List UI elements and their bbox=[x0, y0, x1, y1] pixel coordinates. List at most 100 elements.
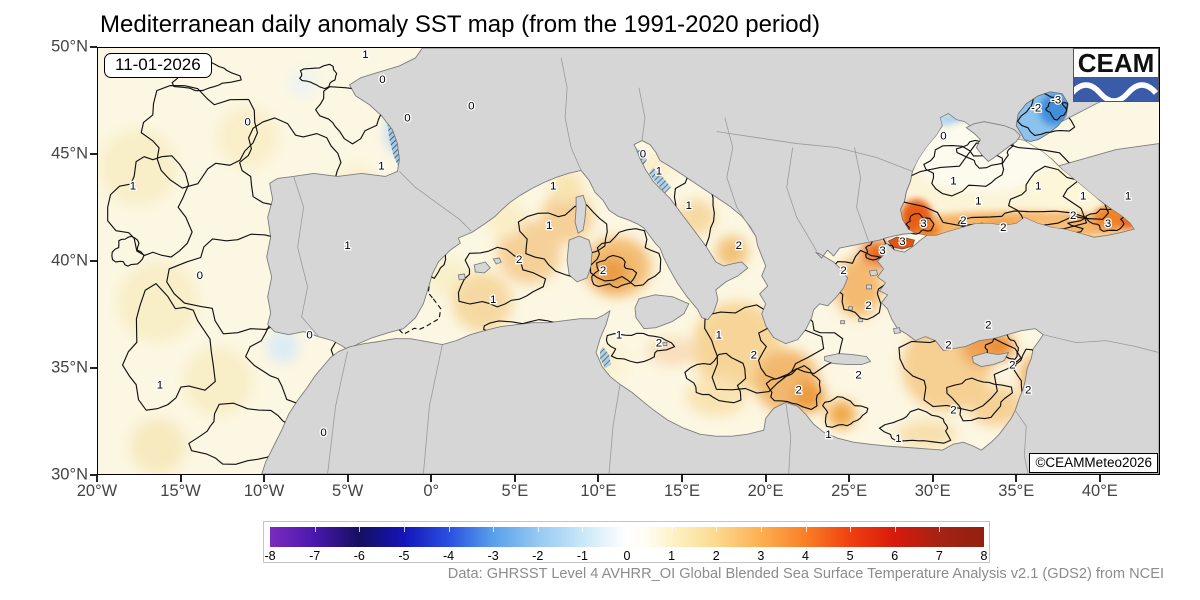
contour-value-label: 0 bbox=[404, 113, 410, 125]
lon-tick-mark bbox=[1015, 475, 1018, 482]
contour-value-label: 1 bbox=[344, 240, 350, 252]
contour-value-label: 1 bbox=[975, 195, 981, 207]
contour-line bbox=[378, 259, 442, 335]
lon-tick-mark bbox=[263, 475, 266, 482]
contour-value-label: 2 bbox=[751, 350, 757, 362]
contour-value-label: 1 bbox=[656, 165, 662, 177]
contour-value-label: 1 bbox=[1125, 190, 1131, 202]
lon-tick-mark bbox=[1098, 475, 1101, 482]
contour-value-label: 2 bbox=[840, 265, 846, 277]
contour-value-label: 0 bbox=[940, 131, 946, 143]
lon-tick-label: 0° bbox=[423, 482, 440, 500]
contour-value-label: 3 bbox=[920, 218, 926, 230]
map-canvas: 1001001010101212112011212212232322221210… bbox=[98, 48, 1159, 474]
colorbar-tick-mark bbox=[671, 527, 673, 532]
contour-line bbox=[245, 319, 342, 405]
contour-line bbox=[888, 140, 1088, 231]
colorbar-tick-label: -8 bbox=[264, 549, 276, 563]
contour-value-label: 2 bbox=[855, 369, 861, 381]
contour-value-label: 1 bbox=[716, 330, 722, 342]
contour-line bbox=[765, 365, 821, 410]
contour-value-label: 2 bbox=[656, 338, 662, 350]
contour-line bbox=[121, 283, 216, 411]
contour-line bbox=[905, 212, 935, 235]
lon-tick-mark bbox=[96, 475, 98, 482]
chart-title: Mediterranean daily anomaly SST map (fro… bbox=[100, 11, 820, 38]
lat-tick-label: 35°N bbox=[51, 358, 88, 377]
colorbar-tick-mark bbox=[493, 527, 495, 532]
colorbar-tick-label: 4 bbox=[802, 549, 809, 563]
colorbar-tick-mark bbox=[805, 527, 807, 532]
contour-value-label: -2 bbox=[1031, 103, 1041, 115]
lon-tick-label: 40°E bbox=[1081, 482, 1118, 500]
contour-value-label: 1 bbox=[157, 379, 163, 391]
contour-value-label: 1 bbox=[686, 200, 692, 212]
gabes-negative-hatch bbox=[600, 346, 612, 369]
contour-value-label: 2 bbox=[1009, 360, 1015, 372]
lat-tick-label: 50°N bbox=[51, 37, 88, 56]
colorbar-tick-mark bbox=[314, 527, 316, 532]
contour-line bbox=[1045, 101, 1068, 121]
contour-value-label: 0 bbox=[306, 330, 312, 342]
contour-line bbox=[379, 185, 416, 214]
contour-value-label: 1 bbox=[895, 433, 901, 445]
contour-line bbox=[878, 408, 952, 444]
contour-line bbox=[517, 204, 608, 279]
colorbar-tick-label: 2 bbox=[712, 549, 720, 563]
lat-tick-mark bbox=[90, 153, 97, 155]
lon-tick-label: 10°W bbox=[243, 482, 285, 500]
contour-value-label: 0 bbox=[197, 270, 203, 282]
contour-line bbox=[483, 319, 577, 349]
lat-tick-label: 30°N bbox=[51, 465, 88, 484]
contour-line bbox=[955, 139, 1014, 169]
contour-value-label: 2 bbox=[945, 340, 951, 352]
colorbar-tick-mark bbox=[582, 527, 584, 532]
lat-tick-label: 40°N bbox=[51, 251, 88, 270]
lon-tick-mark bbox=[931, 475, 934, 482]
colorbar-tick-mark bbox=[760, 527, 762, 532]
colorbar-tick-label: 8 bbox=[980, 549, 988, 563]
country-borders bbox=[293, 57, 1159, 474]
contour-value-label: 3 bbox=[899, 236, 905, 248]
contour-value-label: 2 bbox=[1025, 384, 1031, 396]
lon-tick-label: 15°W bbox=[160, 482, 201, 500]
contour-value-label: 2 bbox=[985, 320, 991, 332]
contour-value-label: 1 bbox=[616, 330, 622, 342]
ceam-logo: CEAM bbox=[1073, 48, 1159, 102]
lon-tick-label: 5°E bbox=[501, 482, 529, 500]
lat-tick-mark bbox=[90, 367, 97, 369]
colorbar-tick-mark bbox=[627, 527, 628, 532]
colorbar-tick-mark bbox=[850, 527, 852, 532]
contour-line bbox=[589, 228, 662, 287]
data-source-caption: Data: GHRSST Level 4 AVHRR_OI Global Ble… bbox=[447, 566, 1164, 582]
contour-value-label: 1 bbox=[362, 49, 368, 61]
contour-value-label: 2 bbox=[516, 254, 522, 266]
colorbar-tick-label: 3 bbox=[757, 549, 765, 563]
contour-line bbox=[704, 304, 825, 394]
contour-line bbox=[140, 85, 259, 189]
contour-value-label: 3 bbox=[1105, 218, 1111, 230]
contour-line bbox=[822, 396, 869, 428]
lat-tick-label: 45°N bbox=[51, 144, 88, 163]
colorbar-tick-label: 1 bbox=[668, 549, 676, 563]
lon-tick-label: 35°E bbox=[998, 482, 1035, 500]
contour-value-label: 0 bbox=[379, 74, 385, 86]
contour-value-label: 2 bbox=[1000, 222, 1006, 234]
contour-line bbox=[757, 311, 844, 380]
contour-value-label: 1 bbox=[1035, 180, 1041, 192]
anomaly-contour-lines bbox=[107, 60, 1129, 465]
lon-tick-mark bbox=[346, 475, 349, 482]
colorbar-tick-label: -7 bbox=[309, 549, 321, 563]
lon-tick-mark bbox=[848, 475, 851, 482]
contour-line bbox=[684, 352, 747, 404]
lon-tick-label: 15°E bbox=[664, 482, 700, 500]
colorbar-tick-mark bbox=[537, 527, 539, 532]
contour-value-label: 0 bbox=[320, 427, 326, 439]
contour-line bbox=[1016, 90, 1076, 137]
contour-line bbox=[591, 254, 638, 289]
contour-value-label: 0 bbox=[640, 148, 646, 160]
contour-value-label: 1 bbox=[490, 294, 496, 306]
lon-tick-label: 10°E bbox=[580, 482, 617, 500]
colorbar-gradient bbox=[270, 527, 984, 547]
